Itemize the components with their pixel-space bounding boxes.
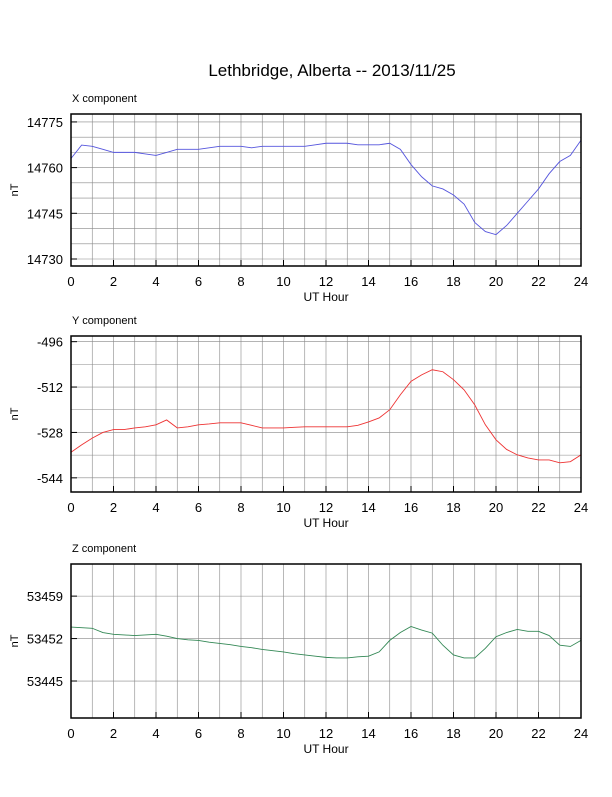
x-tick-label: 8 xyxy=(237,726,244,741)
y-tick-label: -544 xyxy=(37,471,63,486)
data-line xyxy=(70,369,582,464)
y-tick-label: 14745 xyxy=(27,206,63,221)
y-axis-label: nT xyxy=(9,407,21,420)
x-tick-label: 18 xyxy=(446,274,460,289)
y-tick-label: 53445 xyxy=(27,674,63,689)
data-line xyxy=(70,625,582,659)
y-tick-label: -512 xyxy=(37,380,63,395)
panel-title: Z component xyxy=(72,543,136,555)
data-line xyxy=(70,139,582,236)
x-axis-label: UT Hour xyxy=(303,516,348,530)
x-axis-label: UT Hour xyxy=(303,290,348,304)
x-tick-label: 2 xyxy=(110,274,117,289)
x-tick-label: 18 xyxy=(446,726,460,741)
x-tick-label: 14 xyxy=(361,274,375,289)
x-tick-label: 20 xyxy=(489,500,503,515)
x-tick-label: 6 xyxy=(195,500,202,515)
plot-frame xyxy=(70,563,582,719)
x-tick-label: 2 xyxy=(110,500,117,515)
y-tick-label: 14775 xyxy=(27,115,63,130)
x-tick-label: 6 xyxy=(195,726,202,741)
x-tick-label: 8 xyxy=(237,274,244,289)
y-axis-label: nT xyxy=(9,183,21,196)
x-tick-label: 20 xyxy=(489,274,503,289)
y-tick-label: 14730 xyxy=(27,252,63,267)
x-tick-label: 22 xyxy=(531,726,545,741)
panel-title: Y component xyxy=(72,315,137,327)
x-tick-label: 14 xyxy=(361,500,375,515)
x-tick-label: 6 xyxy=(195,274,202,289)
page-title: Lethbridge, Alberta -- 2013/11/25 xyxy=(208,61,455,80)
x-tick-label: 16 xyxy=(404,726,418,741)
x-tick-label: 22 xyxy=(531,500,545,515)
panel-title: X component xyxy=(72,93,137,105)
y-axis-label: nT xyxy=(9,634,21,647)
x-tick-label: 20 xyxy=(489,726,503,741)
x-tick-label: 0 xyxy=(67,274,74,289)
y-tick-label: -528 xyxy=(37,425,63,440)
y-tick-label: -496 xyxy=(37,335,63,350)
y-tick-label: 14760 xyxy=(27,161,63,176)
x-tick-label: 12 xyxy=(319,726,333,741)
x-tick-label: 10 xyxy=(276,726,290,741)
x-tick-label: 24 xyxy=(574,726,588,741)
x-tick-label: 0 xyxy=(67,726,74,741)
x-tick-label: 24 xyxy=(574,500,588,515)
x-tick-label: 18 xyxy=(446,500,460,515)
x-tick-label: 4 xyxy=(152,726,159,741)
x-tick-label: 8 xyxy=(237,500,244,515)
x-tick-label: 12 xyxy=(319,500,333,515)
x-tick-label: 16 xyxy=(404,274,418,289)
x-tick-label: 16 xyxy=(404,500,418,515)
y-tick-label: 53459 xyxy=(27,589,63,604)
x-tick-label: 0 xyxy=(67,500,74,515)
x-tick-label: 2 xyxy=(110,726,117,741)
x-tick-label: 14 xyxy=(361,726,375,741)
x-tick-label: 22 xyxy=(531,274,545,289)
x-tick-label: 4 xyxy=(152,500,159,515)
x-tick-label: 12 xyxy=(319,274,333,289)
y-tick-label: 53452 xyxy=(27,632,63,647)
x-tick-label: 4 xyxy=(152,274,159,289)
x-axis-label: UT Hour xyxy=(303,742,348,756)
plot-frame xyxy=(70,113,582,267)
x-tick-label: 10 xyxy=(276,500,290,515)
plot-frame xyxy=(70,335,582,493)
x-tick-label: 10 xyxy=(276,274,290,289)
x-tick-label: 24 xyxy=(574,274,588,289)
